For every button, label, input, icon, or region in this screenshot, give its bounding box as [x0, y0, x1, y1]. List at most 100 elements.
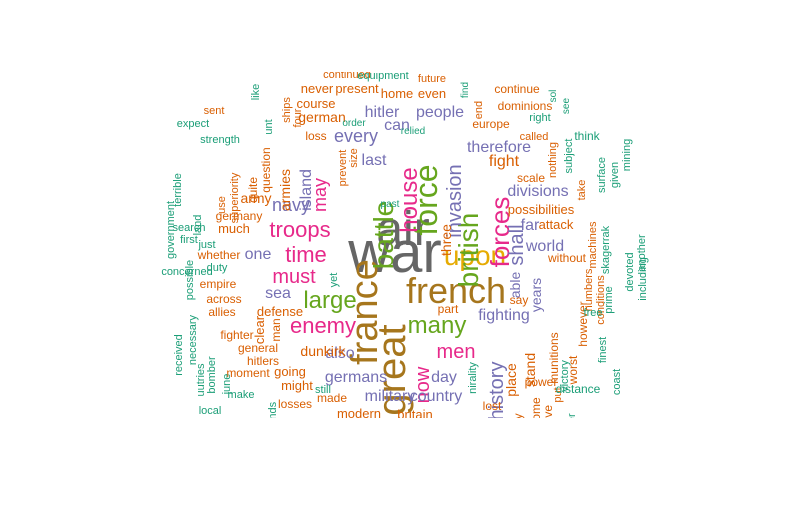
word-superiority: superiority: [229, 172, 241, 223]
word-past: past: [381, 199, 400, 210]
word-made: made: [317, 391, 347, 405]
word-course: course: [296, 96, 335, 111]
word-quite: quite: [246, 177, 260, 203]
word-future: future: [418, 73, 446, 85]
word-every: every: [334, 126, 378, 146]
word-forces: forces: [485, 197, 515, 268]
word-europe: europe: [472, 117, 510, 131]
word-armies: armies: [277, 169, 293, 211]
word-relied: relied: [401, 126, 425, 137]
word-numbers: numbers: [583, 268, 595, 311]
word-another: another: [636, 234, 648, 272]
word-history: history: [486, 362, 508, 421]
word-make: make: [228, 389, 255, 401]
word-just: just: [197, 239, 215, 251]
word-government: government: [165, 201, 177, 259]
word-man: man: [269, 318, 283, 341]
word-like: like: [250, 84, 262, 101]
word-prime: prime: [603, 286, 615, 314]
word-first: first: [180, 234, 198, 246]
word-enemy: enemy: [290, 313, 356, 338]
word-local: local: [199, 405, 222, 417]
word-sea: sea: [265, 285, 291, 302]
word-strength: strength: [200, 134, 240, 146]
word-see: see: [561, 98, 572, 115]
word-clear: clear: [252, 315, 267, 344]
word-dominions: dominions: [498, 99, 553, 113]
word-going: going: [274, 364, 306, 379]
word-force: force: [408, 164, 444, 235]
word-necessary: necessary: [187, 314, 199, 365]
word-ships: ships: [281, 97, 293, 123]
word-house: house: [396, 167, 423, 232]
word-victory: victory: [559, 360, 571, 392]
word-hitlers: hitlers: [247, 354, 279, 368]
word-fighting: fighting: [478, 307, 530, 324]
word-equipment: equipment: [357, 70, 408, 82]
word-losses: losses: [278, 397, 312, 411]
word-britain: britain: [397, 407, 432, 422]
word-give: give: [541, 405, 555, 427]
word-attack: attack: [539, 217, 574, 232]
word-way: way: [511, 413, 525, 435]
word-continue: continue: [494, 82, 540, 96]
word-free: free: [584, 307, 603, 319]
word-invasion: invasion: [444, 164, 466, 237]
word-put: put: [552, 387, 564, 402]
word-battle: battle: [368, 201, 399, 270]
word-four: four: [292, 108, 304, 127]
word-fight: fight: [489, 153, 520, 170]
word-place: place: [503, 363, 519, 397]
word-hitler: hitler: [365, 104, 400, 121]
word-sol: sol: [548, 90, 559, 103]
word-navy: navy: [272, 195, 310, 215]
word-present: present: [335, 81, 379, 96]
word-munitions: munitions: [547, 332, 561, 383]
word-germany: germany: [216, 209, 263, 223]
word-distance: distance: [556, 382, 601, 396]
word-land: land: [192, 215, 204, 236]
word-even: even: [418, 86, 446, 101]
word-right: right: [529, 112, 550, 124]
word-german: german: [298, 109, 345, 125]
word-possible: possible: [184, 260, 196, 300]
word-people: people: [416, 104, 464, 121]
word-war: war: [347, 220, 441, 285]
word-whether: whether: [197, 248, 241, 262]
word-far: far: [521, 217, 540, 234]
word-size: size: [348, 148, 360, 168]
word-machines: machines: [587, 221, 599, 269]
word-france: france: [344, 259, 386, 365]
word-much: much: [218, 221, 250, 236]
word-able: able: [507, 272, 523, 299]
word-army: army: [240, 190, 271, 206]
word-divisions: divisions: [507, 183, 568, 200]
word-time: time: [285, 242, 327, 267]
word-also: also: [325, 345, 354, 362]
word-upon: upon: [444, 240, 506, 271]
word-coast: coast: [611, 369, 623, 395]
word-finest: finest: [597, 337, 609, 363]
word-concerned: concerned: [161, 266, 212, 278]
word-still: still: [315, 384, 331, 396]
word-many: many: [408, 312, 467, 339]
word-take: take: [576, 180, 588, 201]
word-come: come: [529, 397, 543, 427]
word-question: question: [259, 147, 273, 192]
word-power: power: [525, 375, 558, 389]
word-bomber: bomber: [206, 356, 218, 394]
word-however: however: [576, 301, 590, 346]
word-french: french: [406, 270, 506, 311]
word-fighter: fighter: [220, 328, 253, 342]
word-now: now: [412, 366, 434, 403]
word-possibilities: possibilities: [508, 202, 575, 217]
word-years: years: [528, 278, 544, 312]
word-might: might: [281, 378, 313, 393]
word-surface: surface: [596, 157, 608, 193]
word-nirality: nirality: [467, 362, 479, 394]
word-end: end: [473, 101, 485, 119]
word-find: find: [460, 82, 471, 98]
word-continued: continued: [323, 69, 371, 81]
word-day: day: [431, 369, 457, 386]
word-sent: sent: [204, 105, 225, 117]
